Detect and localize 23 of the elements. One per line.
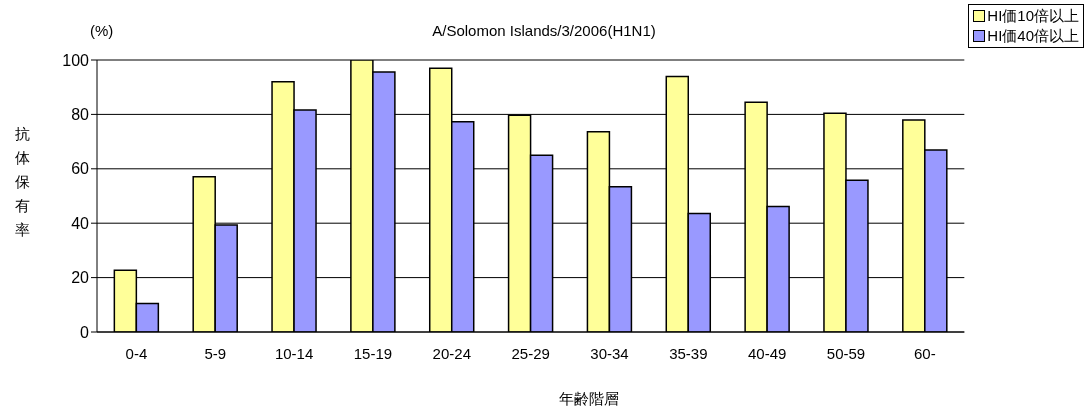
y-tick-label: 60	[71, 160, 90, 178]
x-tick-label: 40-49	[748, 344, 787, 362]
y-tick-label: 100	[62, 51, 90, 69]
y-axis-title: 抗体保有率	[14, 124, 30, 240]
y-tick-label: 20	[71, 269, 90, 287]
y-tick-label: 40	[71, 214, 90, 232]
x-tick-label: 50-59	[826, 344, 866, 362]
x-axis-title: 年齢階層	[557, 390, 620, 409]
x-tick-label: 30-34	[590, 344, 629, 362]
x-tick-label: 0-4	[125, 344, 148, 362]
y-tick-label: 0	[80, 323, 90, 341]
y-tick-label: 80	[71, 106, 90, 124]
x-tick-label: 60-	[914, 344, 936, 362]
x-tick-label: 35-39	[669, 344, 708, 362]
x-tick-label: 25-29	[511, 344, 550, 362]
legend-label: HI価40倍以上	[987, 26, 1079, 46]
chart-title: A/Solomon Islands/3/2006(H1N1)	[432, 22, 656, 39]
x-tick-label: 10-14	[274, 344, 314, 362]
text: (%)	[90, 22, 114, 39]
x-tick-label: 15-19	[353, 344, 393, 362]
x-tick-label: 5-9	[204, 344, 227, 362]
legend-label: HI価10倍以上	[987, 6, 1079, 26]
x-tick-label: 20-24	[432, 344, 471, 362]
